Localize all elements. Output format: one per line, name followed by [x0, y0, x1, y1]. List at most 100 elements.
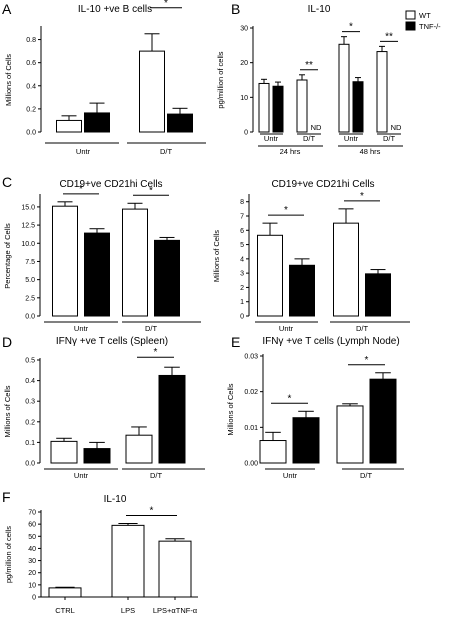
chart-title: IL-10 +ve B cells: [78, 4, 152, 15]
x-tick-label: LPS+αTNF-α: [153, 606, 198, 615]
group-label: D/T: [150, 471, 163, 480]
y-tick-label: 4: [240, 256, 244, 263]
legend: WT TNF-/-: [405, 10, 441, 31]
y-tick-label: 50: [28, 534, 36, 541]
y-tick-label: 7: [240, 214, 244, 221]
group-label: Untr: [74, 324, 89, 333]
significance-marker: *: [154, 347, 158, 358]
group-label: Untr: [76, 147, 91, 156]
bar: [50, 440, 78, 464]
group-label: Untr: [283, 471, 298, 480]
bar: [48, 587, 82, 598]
group-label: D/T: [360, 471, 373, 480]
y-tick-label: 70: [28, 510, 36, 517]
chart-panel: C CD19+ve CD21hi Cells 0.0 2.5 5.0 7.5 10.0 12.…: [2, 174, 201, 333]
bar: [158, 374, 186, 464]
significance-marker: **: [385, 31, 393, 42]
group-label: D/T: [303, 134, 316, 143]
y-tick-label: 0.0: [25, 461, 35, 468]
chart-title: IFNγ +ve T cells (Lymph Node): [262, 336, 399, 347]
chart-panel: CD19+ve CD21hi Cells 0 1 2 3 4 5 6 7 8 Millions of…: [212, 179, 410, 333]
chart-title: CD19+ve CD21hi Cells: [271, 179, 374, 190]
significance-marker: *: [150, 506, 154, 517]
y-tick-label: 5: [240, 242, 244, 249]
bar: [257, 234, 283, 317]
bar: [122, 208, 148, 317]
significance-marker: *: [284, 205, 288, 216]
bar: [296, 79, 308, 133]
bar: [292, 417, 320, 464]
y-tick-label: 0.02: [244, 389, 258, 396]
significance-marker: *: [288, 393, 292, 404]
bar: [111, 524, 145, 598]
y-tick-label: 2.5: [25, 295, 35, 302]
group-label: Untr: [344, 134, 359, 143]
legend-label-tnf: TNF-/-: [419, 22, 441, 31]
y-tick-label: 10.0: [21, 241, 35, 248]
chart-panel: F IL-10 0 10 20 30 40 50 60 70 pg/million of cells…: [2, 489, 198, 615]
y-tick-label: 0.2: [26, 106, 36, 113]
chart-title: IFNγ +ve T cells (Spleen): [56, 336, 168, 347]
y-tick-label: 0.3: [25, 399, 35, 406]
bar-label: ND: [311, 123, 322, 132]
bar: [336, 405, 364, 464]
y-axis-label: Millions of Cells: [212, 230, 221, 282]
bar: [289, 264, 315, 317]
bar: [83, 448, 111, 464]
y-tick-label: 0.01: [244, 425, 258, 432]
legend-swatch-wt: [405, 10, 416, 20]
y-tick-label: 1: [240, 299, 244, 306]
y-tick-label: 0.4: [25, 378, 35, 385]
bar: [369, 378, 397, 464]
significance-marker: *: [164, 0, 168, 9]
bar: [158, 540, 192, 598]
chart-title: IL-10: [104, 494, 127, 505]
y-tick-label: 0.0: [26, 130, 36, 137]
panel-label: A: [2, 1, 12, 17]
chart-panel: E IFNγ +ve T cells (Lymph Node) 0.00 0.01 0.…: [226, 334, 404, 480]
significance-marker: *: [79, 184, 83, 195]
bar: [84, 112, 110, 133]
bar: [352, 81, 364, 133]
y-tick-label: 0: [32, 595, 36, 602]
chart-title: IL-10: [308, 4, 331, 15]
y-tick-label: 40: [28, 546, 36, 553]
panel-label: D: [2, 334, 12, 350]
y-tick-label: 20: [28, 570, 36, 577]
group-label: Untr: [279, 324, 294, 333]
bar: [259, 440, 287, 464]
x-tick-label: LPS: [121, 606, 135, 615]
bar: [154, 239, 180, 317]
chart-title: CD19+ve CD21hi Cells: [59, 179, 162, 190]
panel-label: F: [2, 489, 11, 505]
y-tick-label: 20: [240, 60, 248, 67]
y-tick-label: 0.4: [26, 83, 36, 90]
bar: [258, 82, 270, 133]
group-label: D/T: [160, 147, 173, 156]
group-label: D/T: [383, 134, 396, 143]
y-axis-label: Millions of Cells: [4, 54, 13, 106]
y-axis-label: Percentage of Cells: [3, 223, 12, 289]
y-tick-label: 0.8: [26, 37, 36, 44]
chart-panel: D IFNγ +ve T cells (Spleen) 0.0 0.1 0.2 0.3 0.…: [2, 334, 205, 480]
y-axis-label: pg/million of cells: [4, 526, 13, 583]
panel-label: B: [231, 1, 240, 17]
legend-swatch-tnf: [405, 21, 416, 31]
y-tick-label: 2: [240, 285, 244, 292]
y-tick-label: 30: [28, 558, 36, 565]
y-tick-label: 15.0: [21, 204, 35, 211]
y-tick-label: 0: [244, 130, 248, 137]
legend-label-wt: WT: [419, 11, 431, 20]
supergroup-label: 48 hrs: [360, 147, 381, 156]
y-tick-label: 0.00: [244, 461, 258, 468]
bar-label: ND: [391, 123, 402, 132]
panel-label: C: [2, 174, 12, 190]
y-axis-label: Millions of Cells: [3, 385, 12, 437]
significance-marker: *: [365, 355, 369, 366]
y-tick-label: 0.6: [26, 60, 36, 67]
y-tick-label: 60: [28, 522, 36, 529]
y-tick-label: 0.03: [244, 354, 258, 361]
y-axis-label: pg/million of cells: [216, 51, 225, 108]
